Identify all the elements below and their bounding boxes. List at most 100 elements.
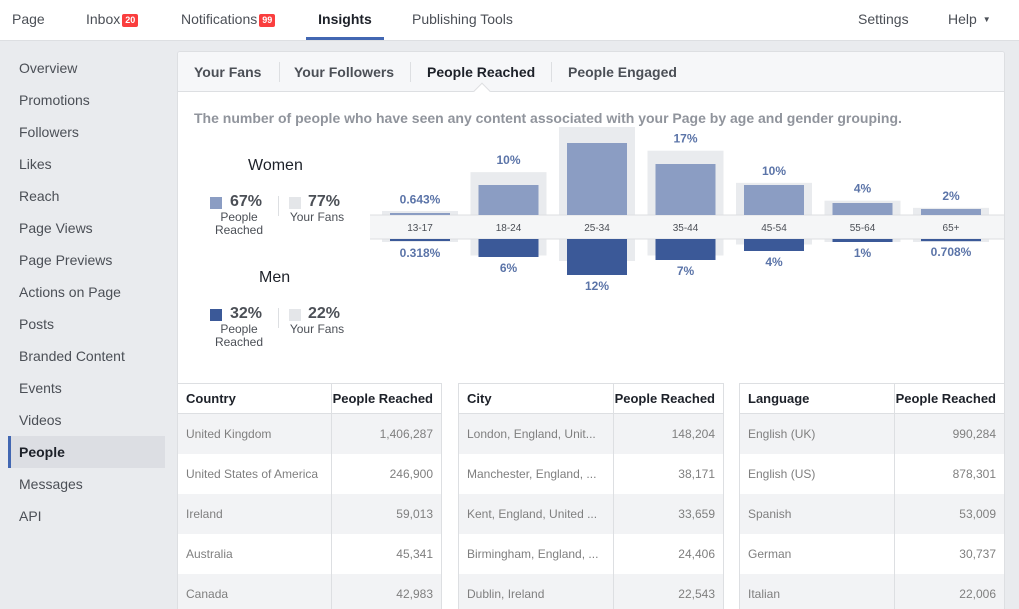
sidebar-item-messages[interactable]: Messages [8, 468, 165, 500]
table-row[interactable]: Ireland 59,013 [178, 494, 441, 534]
top-nav: Page Inbox 20 Notifications 99 Insights Pu… [0, 0, 1019, 41]
table-row[interactable]: London, England, Unit... 148,204 [459, 414, 723, 454]
men-reached-label-line1: People [220, 322, 258, 336]
row-name: Birmingham, England, ... [467, 547, 599, 561]
sidebar-item-label: Branded Content [19, 348, 125, 364]
nav-page[interactable]: Page [12, 0, 45, 40]
age-group-label: 25-34 [584, 223, 610, 234]
row-value: 30,737 [959, 547, 996, 561]
sidebar-item-promotions[interactable]: Promotions [8, 84, 165, 116]
column-divider [613, 384, 614, 609]
men-value-label: 6% [500, 261, 518, 275]
tab-your-followers[interactable]: Your Followers [294, 52, 394, 92]
people-subtabs: Your Fans Your Followers People Reached … [178, 52, 1004, 100]
table-row[interactable]: Manchester, England, ... 38,171 [459, 454, 723, 494]
nav-page-label: Page [12, 11, 45, 27]
nav-settings-label: Settings [858, 11, 909, 27]
notifications-count-badge: 99 [259, 14, 276, 27]
column-divider [331, 384, 332, 609]
women-fans-pct: 77% [308, 193, 341, 210]
nav-inbox-label: Inbox [86, 11, 121, 27]
sidebar-item-videos[interactable]: Videos [8, 404, 165, 436]
sidebar-item-people[interactable]: People [8, 436, 165, 468]
row-name: English (UK) [748, 427, 816, 441]
column-header[interactable]: City [467, 391, 492, 406]
age-group-label: 65+ [943, 223, 960, 234]
table-row[interactable]: Italian 22,006 [740, 574, 1004, 609]
age-group-label: 13-17 [407, 223, 433, 234]
tab-people-reached[interactable]: People Reached [427, 52, 535, 92]
sidebar-item-page-views[interactable]: Page Views [8, 212, 165, 244]
tab-divider [551, 62, 552, 82]
sidebar-item-label: Likes [19, 156, 52, 172]
table-row[interactable]: German 30,737 [740, 534, 1004, 574]
sidebar-item-likes[interactable]: Likes [8, 148, 165, 180]
column-header[interactable]: People Reached [332, 391, 433, 406]
row-value: 1,406,287 [379, 427, 433, 441]
row-name: Italian [748, 587, 781, 601]
table-row[interactable]: Australia 45,341 [178, 534, 441, 574]
table-row[interactable]: English (UK) 990,284 [740, 414, 1004, 454]
table-row[interactable]: United States of America 246,900 [178, 454, 441, 494]
women-fans-swatch [289, 197, 301, 209]
table-gap [441, 383, 459, 609]
table-row[interactable]: Spanish 53,009 [740, 494, 1004, 534]
column-header[interactable]: Country [186, 391, 236, 406]
age-gender-chart: 0.643%0.318%13-1710%6%18-2424%12%25-3417… [370, 127, 1004, 293]
tab-divider [279, 62, 280, 82]
women-value-label: 0.643% [400, 192, 441, 206]
row-name: German [748, 547, 792, 561]
sidebar-item-label: Overview [19, 60, 78, 76]
nav-inbox[interactable]: Inbox 20 [86, 0, 139, 40]
men-value-label: 4% [765, 255, 783, 269]
row-name: United Kingdom [186, 427, 272, 441]
men-reached-label-line2: Reached [214, 335, 264, 349]
row-value: 878,301 [952, 467, 996, 481]
tab-people-engaged[interactable]: People Engaged [568, 52, 677, 92]
row-name: English (US) [748, 467, 816, 481]
nav-settings[interactable]: Settings [858, 0, 909, 40]
sidebar-item-reach[interactable]: Reach [8, 180, 165, 212]
nav-publishing-tools[interactable]: Publishing Tools [412, 0, 513, 40]
table-row[interactable]: Canada 42,983 [178, 574, 441, 609]
column-header[interactable]: People Reached [614, 391, 715, 406]
table-row[interactable]: Kent, England, United ... 33,659 [459, 494, 723, 534]
sidebar-item-events[interactable]: Events [8, 372, 165, 404]
tab-your-fans[interactable]: Your Fans [194, 52, 261, 92]
women-reached-pct: 67% [230, 193, 263, 210]
column-header[interactable]: People Reached [895, 391, 996, 406]
women-bar [390, 213, 450, 215]
sidebar-item-followers[interactable]: Followers [8, 116, 165, 148]
women-bar [921, 209, 981, 215]
men-bar [390, 239, 450, 241]
nav-help[interactable]: Help ▼ [948, 0, 991, 40]
men-fans-pct: 22% [308, 305, 341, 322]
nav-insights[interactable]: Insights [306, 0, 384, 40]
column-header[interactable]: Language [748, 391, 810, 406]
women-reached-label: People Reached [209, 211, 269, 237]
row-value: 22,543 [678, 587, 715, 601]
sidebar-item-actions-on-page[interactable]: Actions on Page [8, 276, 165, 308]
sidebar-item-label: Posts [19, 316, 55, 332]
table-row[interactable]: United Kingdom 1,406,287 [178, 414, 441, 454]
nav-publishing-tools-label: Publishing Tools [412, 11, 513, 27]
nav-notifications[interactable]: Notifications 99 [181, 0, 276, 40]
women-bar [655, 164, 716, 215]
legend-divider [278, 308, 279, 328]
tab-your-fans-label: Your Fans [194, 64, 262, 80]
sidebar-item-posts[interactable]: Posts [8, 308, 165, 340]
row-name: Spanish [748, 507, 792, 521]
sidebar-item-branded-content[interactable]: Branded Content [8, 340, 165, 372]
table-row[interactable]: Birmingham, England, ... 24,406 [459, 534, 723, 574]
age-group-label: 35-44 [673, 223, 699, 234]
women-bar [567, 143, 627, 215]
sidebar-item-page-previews[interactable]: Page Previews [8, 244, 165, 276]
sidebar-item-overview[interactable]: Overview [8, 52, 165, 84]
table-row[interactable]: English (US) 878,301 [740, 454, 1004, 494]
women-value-label: 2% [942, 189, 960, 203]
table-row[interactable]: Dublin, Ireland 22,543 [459, 574, 723, 609]
table-gap [723, 383, 740, 609]
insights-panel: Your Fans Your Followers People Reached … [177, 51, 1005, 609]
men-reached-label: People Reached [209, 323, 269, 349]
sidebar-item-api[interactable]: API [8, 500, 165, 532]
